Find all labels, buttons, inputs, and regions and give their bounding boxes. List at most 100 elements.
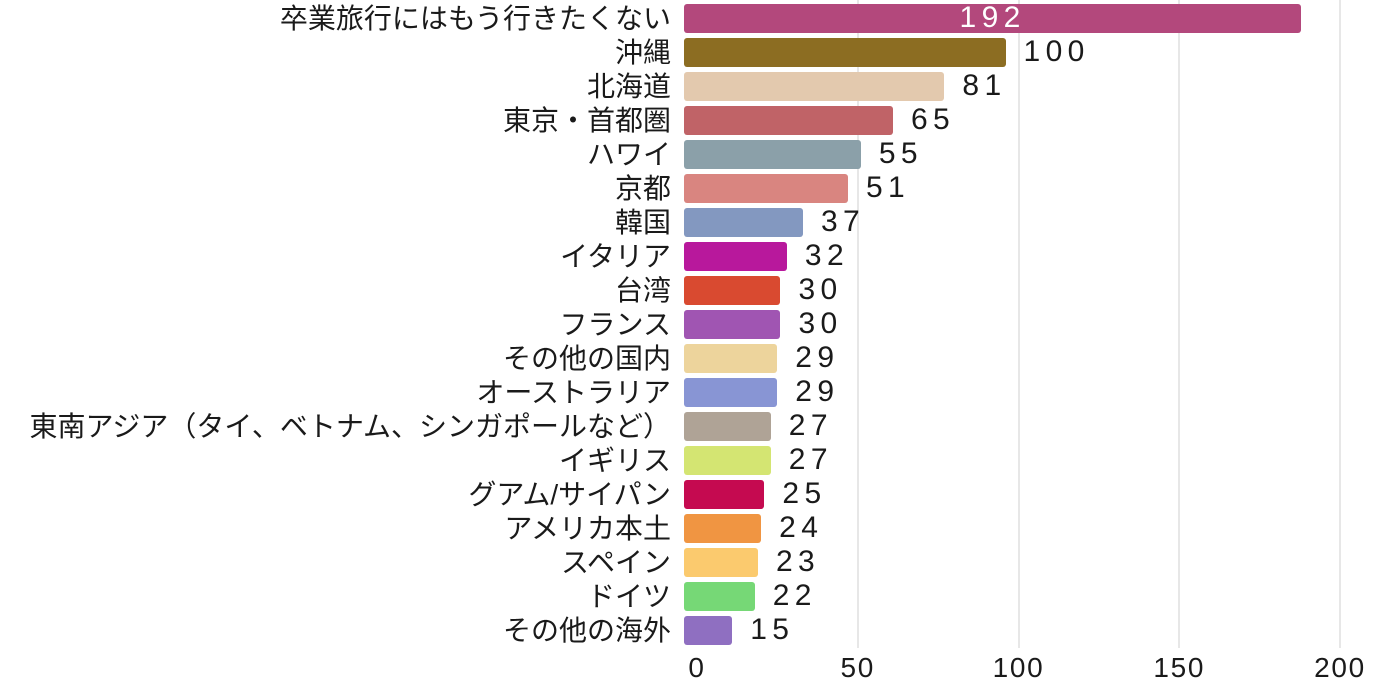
bar [684, 616, 733, 645]
table-row: イタリア 32 [0, 240, 1381, 274]
value-label: 100 [1023, 34, 1090, 68]
value-label: 27 [788, 442, 833, 476]
bar-area: 32 [684, 240, 1381, 274]
table-row: その他の国内 29 [0, 342, 1381, 376]
bar-area: 37 [684, 206, 1381, 240]
bar [684, 106, 893, 135]
bar [684, 412, 771, 441]
table-row: グアム/サイパン 25 [0, 478, 1381, 512]
bar-area: 30 [684, 308, 1381, 342]
bar [684, 548, 758, 577]
value-label: 27 [788, 408, 833, 442]
bar-area: 27 [684, 444, 1381, 478]
bar-area: 29 [684, 342, 1381, 376]
category-label: 卒業旅行にはもう行きたくない [279, 3, 671, 34]
value-label: 29 [795, 374, 840, 408]
bar-area: 25 [684, 478, 1381, 512]
bar [684, 4, 1302, 33]
x-axis-tick: 50 [840, 652, 876, 683]
bar [684, 72, 945, 101]
bar-area: 22 [684, 580, 1381, 614]
value-label: 15 [750, 612, 795, 646]
value-label: 25 [782, 476, 827, 510]
category-label: 東南アジア（タイ、ベトナム、シンガポールなど） [29, 411, 671, 442]
value-label: 37 [820, 204, 866, 238]
category-label: オーストラリア [476, 377, 671, 408]
category-label: 台湾 [614, 275, 671, 306]
value-label: 30 [798, 272, 843, 306]
table-row: 沖縄 100 [0, 36, 1381, 70]
category-label: その他の海外 [502, 615, 671, 646]
category-label: 沖縄 [614, 37, 671, 68]
bar [684, 174, 848, 203]
category-label: ドイツ [586, 581, 671, 612]
bar [684, 344, 778, 373]
value-label: 32 [804, 238, 850, 272]
category-label: 京都 [614, 173, 671, 204]
table-row: ドイツ 22 [0, 580, 1381, 614]
category-label: 北海道 [586, 71, 671, 102]
category-label: グアム/サイパン [468, 479, 671, 510]
value-label: 24 [779, 510, 824, 544]
x-axis-tick: 200 [1314, 652, 1366, 683]
bar [684, 446, 771, 475]
category-label: フランス [559, 309, 671, 340]
bar-area: 27 [684, 410, 1381, 444]
bar-area: 30 [684, 274, 1381, 308]
value-label: 192 [959, 0, 1026, 34]
bar-area: 29 [684, 376, 1381, 410]
bar [684, 276, 781, 305]
bar [684, 38, 1006, 67]
category-label: 東京・首都圏 [502, 105, 671, 136]
table-row: 東南アジア（タイ、ベトナム、シンガポールなど） 27 [0, 410, 1381, 444]
value-label: 55 [878, 136, 923, 170]
x-axis-tick: 150 [1153, 652, 1206, 683]
category-label: ハワイ [586, 139, 671, 170]
value-label: 65 [910, 102, 956, 136]
bar-area: 65 [684, 104, 1381, 138]
value-label: 51 [865, 170, 911, 204]
bar [684, 514, 762, 543]
bar [684, 140, 861, 169]
bar-area: 51 [684, 172, 1381, 206]
table-row: 東京・首都圏 65 [0, 104, 1381, 138]
bar [684, 208, 803, 237]
table-row: ハワイ 55 [0, 138, 1381, 172]
bar [684, 582, 755, 611]
table-row: スペイン 23 [0, 546, 1381, 580]
table-row: その他の海外 15 [0, 614, 1381, 648]
bar-area: 81 [684, 70, 1381, 104]
bar-area: 100 [684, 36, 1381, 70]
bar-area: 23 [684, 546, 1381, 580]
value-label: 22 [772, 578, 817, 612]
value-label: 29 [795, 340, 840, 374]
bar-area: 24 [684, 512, 1381, 546]
bar-area: 55 [684, 138, 1381, 172]
bar-rows: 卒業旅行にはもう行きたくない 192 沖縄 100 北海道 81 東京・首都圏 65 ハワイ 55… [0, 2, 1381, 648]
bar [684, 480, 765, 509]
table-row: 台湾 30 [0, 274, 1381, 308]
x-axis: 0 50 100 150 200 [688, 648, 1381, 684]
category-label: アメリカ本土 [504, 513, 671, 544]
x-axis-tick: 0 [688, 652, 706, 683]
bar [684, 310, 781, 339]
category-label: イタリア [560, 241, 671, 272]
bar [684, 378, 778, 407]
table-row: 京都 51 [0, 172, 1381, 206]
table-row: 韓国 37 [0, 206, 1381, 240]
value-label: 30 [798, 306, 843, 340]
table-row: オーストラリア 29 [0, 376, 1381, 410]
bar-area: 15 [684, 614, 1381, 648]
category-label: スペイン [560, 547, 671, 578]
value-label: 23 [775, 544, 821, 578]
category-label: 韓国 [614, 207, 671, 238]
table-row: イギリス 27 [0, 444, 1381, 478]
table-row: アメリカ本土 24 [0, 512, 1381, 546]
table-row: フランス 30 [0, 308, 1381, 342]
table-row: 北海道 81 [0, 70, 1381, 104]
bar [684, 242, 787, 271]
x-axis-tick: 100 [992, 652, 1045, 683]
bar-area: 192 [684, 2, 1381, 36]
category-label: イギリス [558, 445, 671, 476]
category-label: その他の国内 [502, 343, 671, 374]
